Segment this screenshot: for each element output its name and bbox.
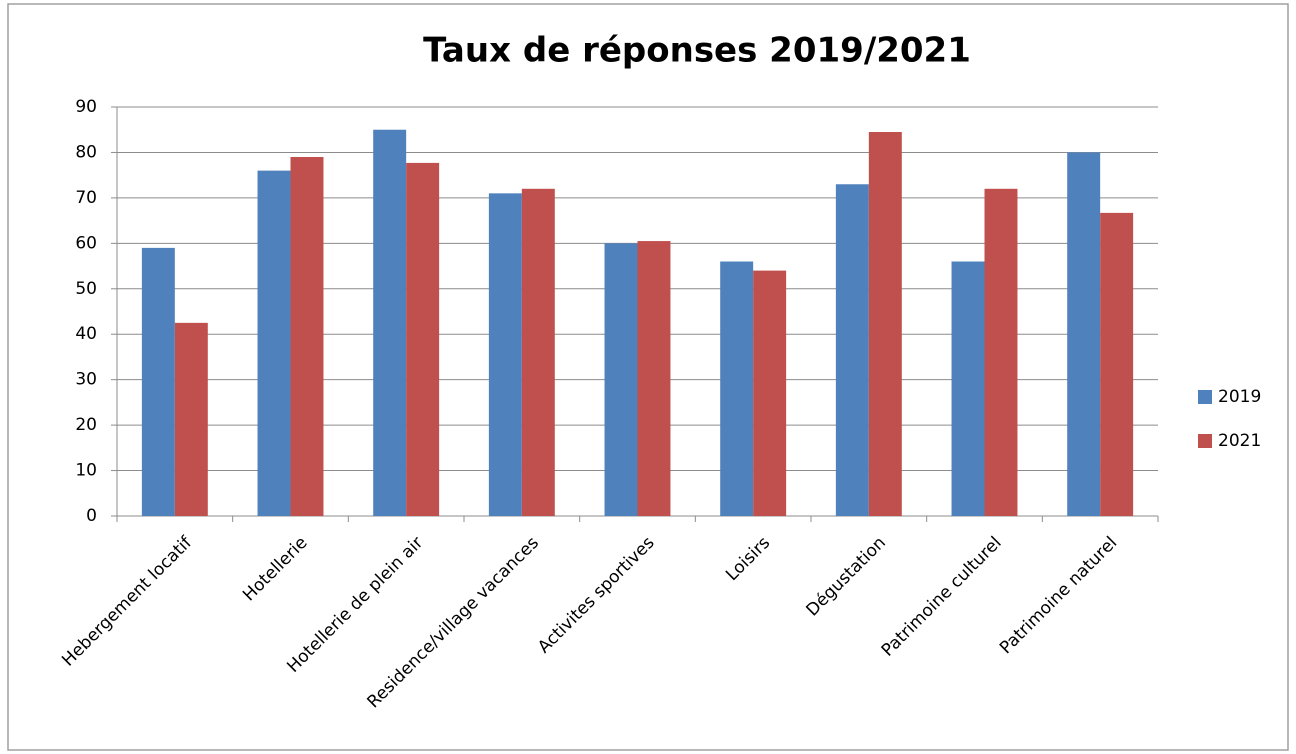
bar	[604, 243, 638, 517]
chart-title: Taux de réponses 2019/2021	[423, 31, 971, 71]
y-tick-label: 50	[75, 279, 97, 299]
bar	[835, 184, 869, 516]
bar	[373, 129, 407, 516]
y-tick-label: 40	[75, 324, 97, 344]
bar	[753, 270, 787, 516]
legend-label: 2019	[1218, 387, 1261, 407]
bar	[637, 241, 671, 517]
bar	[488, 193, 522, 516]
bar	[1067, 152, 1101, 516]
y-tick-label: 10	[75, 461, 97, 481]
y-tick-label: 30	[75, 370, 97, 390]
y-tick-label: 90	[75, 97, 97, 117]
legend-swatch	[1198, 390, 1212, 404]
y-tick-label: 60	[75, 233, 97, 253]
legend-swatch	[1198, 434, 1212, 448]
legend-label: 2021	[1218, 431, 1261, 451]
bar	[141, 247, 175, 516]
bar	[257, 170, 291, 516]
bar	[1100, 212, 1134, 516]
y-tick-label: 20	[75, 415, 97, 435]
y-tick-label: 0	[86, 506, 97, 526]
bar	[868, 131, 902, 516]
bar	[720, 261, 754, 516]
bar	[174, 322, 208, 516]
bar	[951, 261, 985, 516]
y-tick-label: 80	[75, 142, 97, 162]
bar	[984, 188, 1018, 517]
bar	[406, 162, 440, 516]
bar	[521, 188, 555, 517]
bar	[290, 156, 324, 516]
y-tick-label: 70	[75, 188, 97, 208]
